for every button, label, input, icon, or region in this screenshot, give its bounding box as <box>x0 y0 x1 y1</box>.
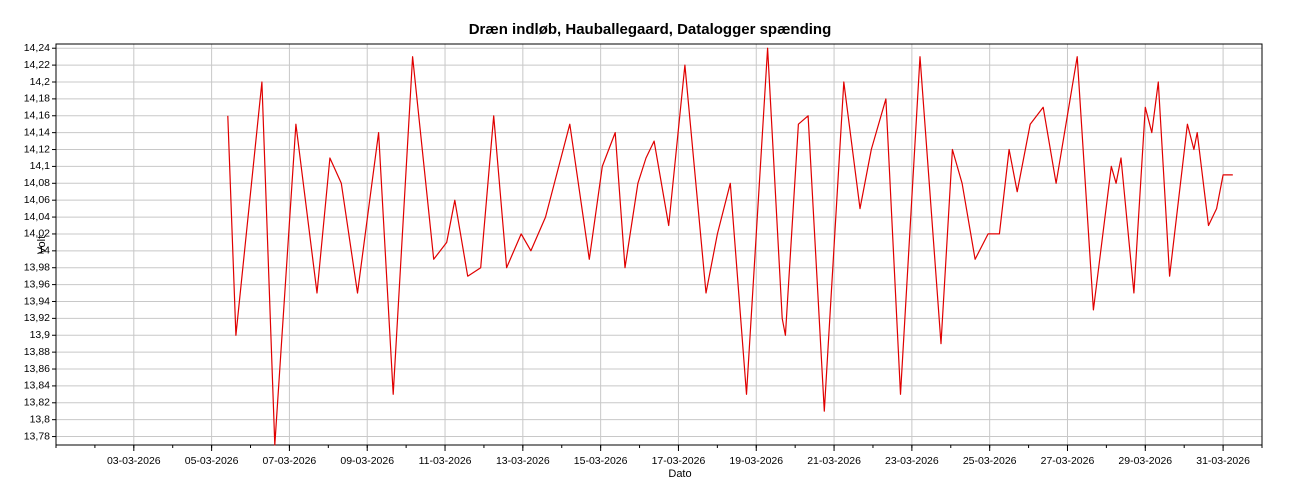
y-tick-label: 13,9 <box>30 329 51 341</box>
y-tick-label: 14,12 <box>24 143 50 155</box>
x-tick-label: 29-03-2026 <box>1118 455 1172 467</box>
x-tick-label: 23-03-2026 <box>885 455 939 467</box>
x-axis-title: Dato <box>668 468 691 480</box>
y-tick-label: 14 <box>38 245 50 257</box>
y-tick-label: 14,1 <box>30 160 51 172</box>
x-tick-label: 21-03-2026 <box>807 455 861 467</box>
y-tick-label: 14,18 <box>24 93 50 105</box>
y-tick-label: 13,84 <box>24 380 50 392</box>
y-tick-label: 14,06 <box>24 194 50 206</box>
y-tick-label: 14,22 <box>24 59 50 71</box>
y-tick-label: 13,88 <box>24 346 50 358</box>
x-tick-label: 07-03-2026 <box>263 455 317 467</box>
data-line <box>227 47 1233 446</box>
y-tick-label: 14,24 <box>24 42 50 54</box>
x-tick-label: 25-03-2026 <box>963 455 1017 467</box>
y-tick-label: 14,08 <box>24 177 50 189</box>
y-tick-label: 14,2 <box>30 76 51 88</box>
y-tick-label: 13,96 <box>24 278 50 290</box>
x-tick-label: 13-03-2026 <box>496 455 550 467</box>
y-tick-label: 14,14 <box>24 126 50 138</box>
chart-title: Dræn indløb, Hauballegaard, Datalogger s… <box>469 21 832 38</box>
x-tick-label: 31-03-2026 <box>1196 455 1250 467</box>
y-tick-label: 13,82 <box>24 397 50 409</box>
y-tick-label: 14,02 <box>24 228 50 240</box>
y-tick-label: 13,78 <box>24 430 50 442</box>
plot-frame <box>55 43 1263 446</box>
y-tick-label: 14,16 <box>24 110 50 122</box>
y-tick-label: 13,94 <box>24 295 50 307</box>
y-tick-label: 14,04 <box>24 211 50 223</box>
x-tick-label: 09-03-2026 <box>340 455 394 467</box>
y-tick-label: 13,92 <box>24 312 50 324</box>
x-tick-label: 27-03-2026 <box>1041 455 1095 467</box>
y-tick-label: 13,86 <box>24 363 50 375</box>
y-axis-title: Volt <box>36 236 48 254</box>
y-tick-label: 13,98 <box>24 261 50 273</box>
x-tick-label: 19-03-2026 <box>729 455 783 467</box>
plot-area <box>56 44 1262 445</box>
y-tick-label: 13,8 <box>30 413 51 425</box>
x-tick-label: 17-03-2026 <box>652 455 706 467</box>
x-tick-label: 11-03-2026 <box>419 455 472 467</box>
x-tick-label: 05-03-2026 <box>185 455 239 467</box>
x-tick-label: 15-03-2026 <box>574 455 628 467</box>
x-tick-label: 03-03-2026 <box>107 455 161 467</box>
